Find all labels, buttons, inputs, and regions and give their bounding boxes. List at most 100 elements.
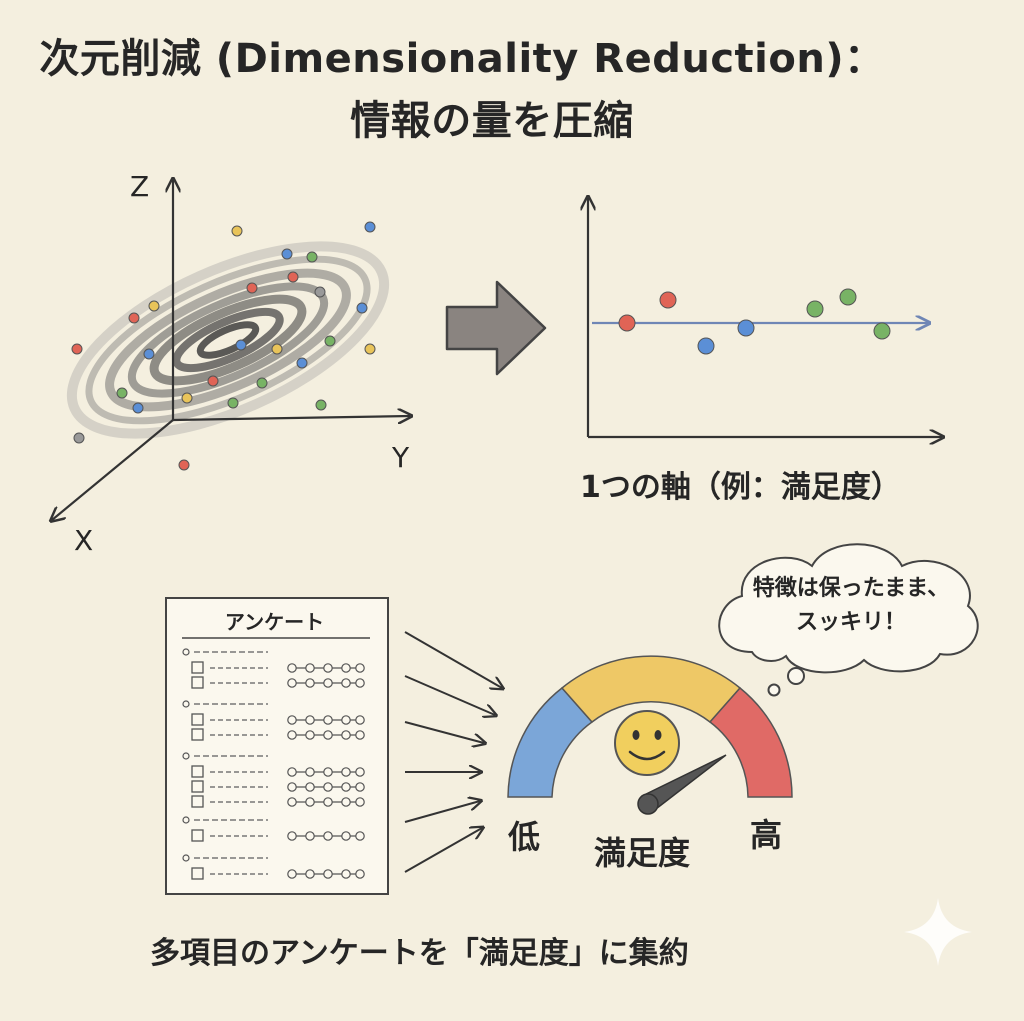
point (246, 282, 258, 294)
gauge-high-label: 高 (750, 816, 783, 854)
scale-dot (341, 663, 351, 673)
point (271, 343, 283, 355)
galaxy-cloud (66, 241, 390, 439)
satisfaction-gauge (507, 655, 793, 798)
point (737, 319, 755, 337)
scale-dot (355, 715, 365, 725)
scale-dot (341, 715, 351, 725)
point (296, 357, 308, 369)
survey-arrows (404, 631, 502, 873)
axis-caption: 1つの軸（例：満足度） (580, 470, 901, 505)
scale-dot (305, 831, 315, 841)
checkbox (191, 780, 204, 793)
scale-dot (305, 730, 315, 740)
point (231, 225, 243, 237)
projected-points (618, 288, 891, 355)
point (324, 335, 336, 347)
scale-dot (305, 797, 315, 807)
scale-dot (305, 869, 315, 879)
scale-dot (323, 663, 333, 673)
title-line-2: 情報の量を圧縮 (350, 98, 634, 144)
bullet (182, 648, 190, 656)
scale-dot (341, 767, 351, 777)
point (306, 251, 318, 263)
checkbox (191, 676, 204, 689)
scale-dot (323, 767, 333, 777)
scale-dot (323, 678, 333, 688)
scale-dot (287, 831, 297, 841)
scale-dot (341, 782, 351, 792)
point (873, 322, 891, 340)
bullet (182, 752, 190, 760)
z-axis-label: Z (130, 170, 149, 203)
point (697, 337, 715, 355)
point (806, 300, 824, 318)
point (281, 248, 293, 260)
scale-dot (287, 767, 297, 777)
bullet (182, 700, 190, 708)
bubble-line-2: スッキリ！ (795, 610, 906, 635)
gauge-needle-icon (637, 754, 727, 815)
bubble-line-1: 特徴は保ったまま、 (752, 576, 950, 601)
axes-3d (52, 180, 410, 520)
scale-dot (287, 797, 297, 807)
scale-dot (355, 869, 365, 879)
gauge-low-label: 低 (508, 818, 541, 856)
checkbox (191, 795, 204, 808)
point (839, 288, 857, 306)
axes-2d (588, 198, 942, 437)
scale-dot (355, 678, 365, 688)
scale-dot (323, 831, 333, 841)
scale-dot (323, 730, 333, 740)
scale-dot (287, 663, 297, 673)
scale-dot (287, 730, 297, 740)
checkbox (191, 829, 204, 842)
point (287, 271, 299, 283)
scale-dot (305, 663, 315, 673)
scale-dot (287, 869, 297, 879)
point (128, 312, 140, 324)
point (116, 387, 128, 399)
scale-dot (341, 869, 351, 879)
point (181, 392, 193, 404)
title-line-1: 次元削減 (Dimensionality Reduction)： (39, 36, 885, 82)
thought-bubble (718, 543, 979, 697)
point (132, 402, 144, 414)
checkbox (191, 765, 204, 778)
point (227, 397, 239, 409)
sparkle-icon (904, 898, 972, 966)
point (315, 399, 327, 411)
scale-dot (323, 797, 333, 807)
survey-sheet (165, 597, 389, 895)
point (659, 291, 677, 309)
point (235, 339, 247, 351)
bubble-text: 特徴は保ったまま、 スッキリ！ (726, 572, 976, 640)
scale-dot (355, 663, 365, 673)
scale-dot (287, 678, 297, 688)
scatter-points-3d (71, 221, 376, 471)
scale-dot (323, 782, 333, 792)
point (256, 377, 268, 389)
smiley-face-icon (614, 710, 680, 776)
scale-dot (355, 730, 365, 740)
point (618, 314, 636, 332)
scale-dot (355, 767, 365, 777)
scale-dot (323, 715, 333, 725)
checkbox (191, 713, 204, 726)
survey-rows (182, 648, 365, 880)
scale-dot (287, 715, 297, 725)
right-arrow-icon (445, 280, 547, 376)
scale-dot (305, 782, 315, 792)
point (143, 348, 155, 360)
bottom-caption: 多項目のアンケートを「満足度」に集約 (150, 936, 689, 971)
point (364, 343, 376, 355)
survey-title: アンケート (224, 610, 325, 634)
point (71, 343, 83, 355)
point (364, 221, 376, 233)
point (207, 375, 219, 387)
point (73, 432, 85, 444)
scale-dot (305, 678, 315, 688)
scale-dot (305, 767, 315, 777)
scale-dot (355, 782, 365, 792)
